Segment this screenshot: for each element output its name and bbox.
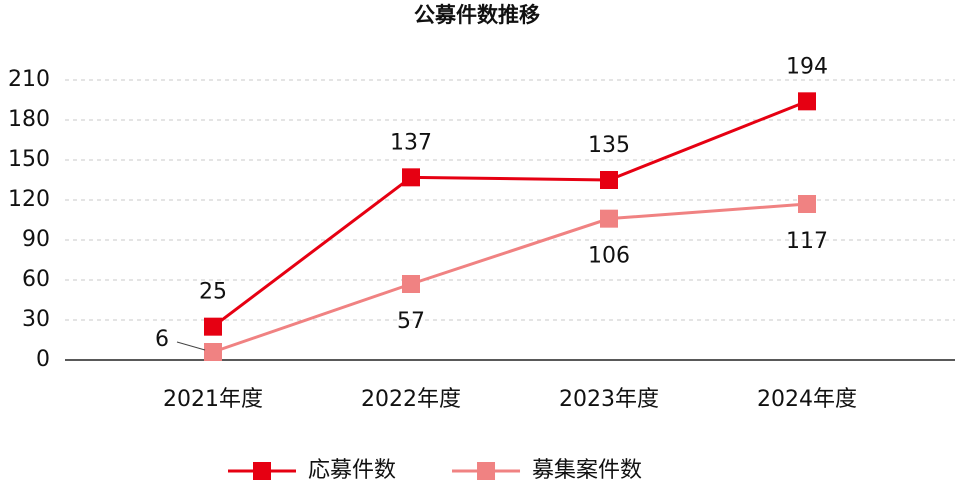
y-tick-label: 150 [8, 147, 50, 172]
data-label: 117 [786, 229, 828, 254]
leader-line [176, 341, 206, 351]
data-label: 137 [390, 130, 432, 155]
legend-label: 募集案件数 [532, 458, 642, 483]
point-marker [402, 168, 420, 187]
x-tick-label: 2022年度 [361, 387, 461, 412]
series-line [212, 99, 808, 328]
point-marker [402, 275, 420, 293]
legend-marker [477, 462, 496, 480]
y-tick-label: 30 [22, 307, 50, 332]
data-label: 6 [155, 327, 169, 352]
data-label: 57 [397, 309, 425, 334]
data-label: 106 [588, 244, 630, 269]
point-marker [204, 317, 222, 336]
y-tick-label: 60 [22, 267, 50, 292]
series-line [212, 202, 808, 354]
y-tick-label: 180 [8, 107, 50, 132]
y-tick-label: 0 [36, 347, 50, 372]
data-label: 135 [588, 133, 630, 158]
y-tick-label: 90 [22, 227, 50, 252]
point-marker [204, 343, 222, 361]
y-tick-label: 120 [8, 187, 50, 212]
point-marker [600, 209, 618, 228]
point-marker [798, 195, 816, 213]
x-tick-label: 2024年度 [757, 387, 857, 412]
chart-title: 公募件数推移 [414, 3, 540, 27]
legend-label: 応募件数 [308, 458, 396, 483]
x-tick-label: 2021年度 [163, 387, 263, 412]
y-tick-label: 210 [8, 67, 50, 92]
data-label: 194 [786, 54, 828, 79]
x-tick-label: 2023年度 [559, 387, 659, 412]
legend-marker [253, 462, 271, 480]
point-marker [798, 92, 816, 111]
data-label: 25 [199, 280, 227, 305]
point-marker [600, 171, 618, 189]
